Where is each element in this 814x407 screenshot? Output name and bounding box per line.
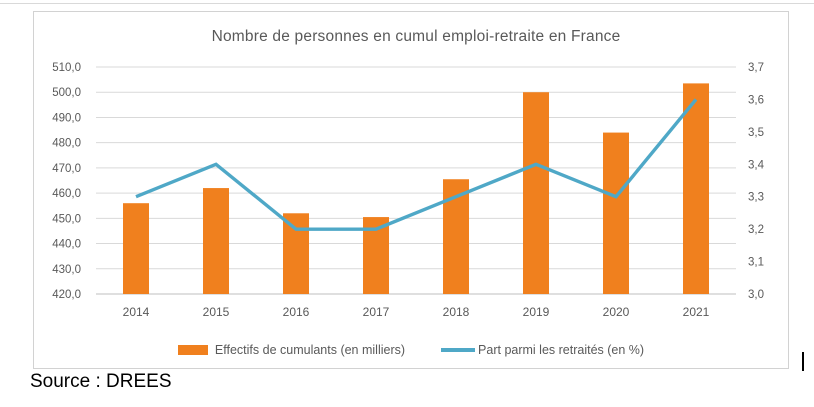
legend-label-line: Part parmi les retraités (en %) — [478, 343, 645, 357]
left-axis-tick: 480,0 — [52, 138, 81, 150]
left-axis-tick: 500,0 — [52, 87, 81, 99]
right-axis-tick: 3,7 — [748, 62, 764, 74]
left-axis-tick: 460,0 — [52, 188, 81, 200]
right-axis-tick: 3,1 — [748, 257, 764, 269]
source-caption: Source : DREES — [30, 371, 172, 392]
right-axis-tick: 3,3 — [748, 192, 764, 204]
right-axis-tick: 3,5 — [748, 127, 764, 139]
left-axis-tick: 470,0 — [52, 163, 81, 175]
top-divider-rule — [0, 3, 814, 4]
left-axis-tick: 420,0 — [52, 289, 81, 301]
line-series-swatch — [441, 348, 476, 352]
left-axis-tick: 450,0 — [52, 213, 81, 225]
x-axis-label-2021: 2021 — [683, 305, 710, 319]
right-axis-tick: 3,0 — [748, 289, 764, 301]
text-cursor-caret[interactable] — [802, 352, 804, 371]
right-axis-tick: 3,4 — [748, 159, 765, 171]
left-axis-tick: 510,0 — [52, 62, 81, 74]
x-axis-label-2020: 2020 — [603, 305, 630, 319]
x-axis-label-2015: 2015 — [203, 305, 230, 319]
legend-item-bars: Effectifs de cumulants (en milliers) — [177, 343, 406, 357]
chart-legend: Effectifs de cumulants (en milliers) Par… — [34, 343, 788, 357]
chart-plot: 420,0 430,0 440,0 450,0 460,0 470,0 480,0 490,0… — [52, 62, 765, 319]
legend-item-line: Part parmi les retraités (en %) — [441, 343, 644, 357]
right-axis-tick: 3,6 — [748, 94, 764, 106]
chart-area[interactable]: Nombre de personnes en cumul emploi-retr… — [33, 11, 789, 369]
left-axis-tick: 440,0 — [52, 239, 81, 251]
line-series — [135, 98, 698, 231]
x-axis-label-2017: 2017 — [363, 305, 390, 319]
bar-2021 — [683, 83, 709, 295]
bar-2016 — [283, 213, 309, 294]
x-axis-label-2018: 2018 — [443, 305, 470, 319]
chart-title: Nombre de personnes en cumul emploi-retr… — [211, 28, 621, 45]
bar-2014 — [123, 203, 149, 294]
x-axis-label-2016: 2016 — [283, 305, 310, 319]
bar-2015 — [203, 188, 229, 294]
left-axis-tick: 430,0 — [52, 264, 81, 276]
x-axis-label-2014: 2014 — [123, 305, 150, 319]
bar-2020 — [603, 132, 629, 294]
left-axis-tick: 490,0 — [52, 112, 81, 124]
right-axis-tick: 3,2 — [748, 224, 764, 236]
legend-label-bars: Effectifs de cumulants (en milliers) — [214, 343, 406, 357]
bar-2019 — [523, 92, 549, 294]
bar-series-swatch — [177, 345, 208, 355]
x-axis-label-2019: 2019 — [523, 305, 550, 319]
